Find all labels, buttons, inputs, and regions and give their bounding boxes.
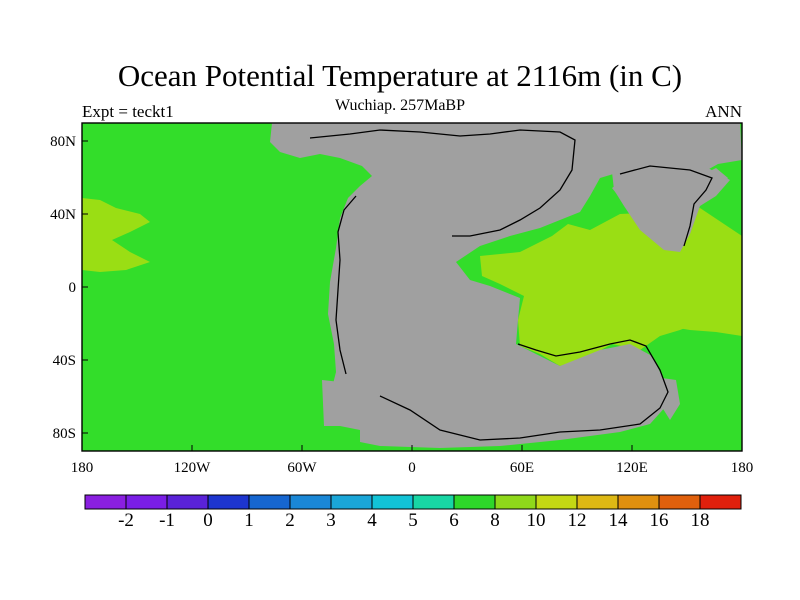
colorbar-box bbox=[248, 494, 291, 510]
colorbar-label: -2 bbox=[118, 510, 134, 531]
colorbar-label: 2 bbox=[285, 510, 295, 531]
colorbar-box bbox=[330, 494, 373, 510]
colorbar-box bbox=[371, 494, 414, 510]
colorbar-box bbox=[576, 494, 619, 510]
colorbar-box bbox=[535, 494, 578, 510]
coastline-south bbox=[379, 339, 669, 441]
pangaea-land bbox=[270, 123, 742, 448]
small-island-east bbox=[700, 168, 728, 190]
colorbar-label: 12 bbox=[568, 510, 587, 531]
chart-subtitle: Wuchiap. 257MaBP bbox=[334, 97, 465, 114]
colorbar-box bbox=[289, 494, 332, 510]
y-tick-label: 40S bbox=[53, 353, 76, 369]
season-label: ANN bbox=[705, 102, 742, 121]
experiment-label: Expt = teckt1 bbox=[82, 102, 174, 121]
southwest-land bbox=[322, 380, 344, 426]
warm-water-west-band bbox=[82, 198, 150, 272]
colorbar-label: 10 bbox=[527, 510, 546, 531]
colorbar-label: 3 bbox=[326, 510, 336, 531]
colorbar-label: 18 bbox=[691, 510, 710, 531]
colorbar-box bbox=[412, 494, 455, 510]
southeast-land bbox=[660, 378, 680, 420]
chart-title: Ocean Potential Temperature at 2116m (in… bbox=[117, 58, 683, 93]
east-continent bbox=[612, 162, 730, 252]
colorbar-box bbox=[494, 494, 537, 510]
colorbar-labels: -2 -1 0 1 2 3 4 5 6 8 10 12 14 16 18 bbox=[118, 510, 709, 531]
coastline-east bbox=[619, 165, 713, 247]
y-tick-labels: 80N 40N 0 40S 80S bbox=[50, 134, 76, 442]
colorbar-boxes bbox=[84, 494, 742, 510]
y-tick-label: 0 bbox=[69, 280, 77, 296]
colorbar-label: 14 bbox=[609, 510, 629, 531]
colorbar-box bbox=[617, 494, 660, 510]
warm-water-east-rim bbox=[664, 294, 742, 336]
colorbar-box bbox=[84, 494, 127, 510]
colorbar-box bbox=[658, 494, 701, 510]
colorbar-box bbox=[166, 494, 209, 510]
x-axis bbox=[81, 445, 743, 451]
x-tick-labels: 180 120W 60W 0 60E 120E 180 bbox=[71, 460, 754, 476]
x-tick-label: 60W bbox=[287, 460, 317, 476]
colorbar-label: 5 bbox=[408, 510, 418, 531]
map-field bbox=[82, 123, 742, 451]
x-tick-label: 180 bbox=[731, 460, 754, 476]
x-tick-label: 180 bbox=[71, 460, 94, 476]
colorbar-label: 6 bbox=[449, 510, 459, 531]
x-tick-label: 120W bbox=[174, 460, 212, 476]
colorbar-label: 4 bbox=[367, 510, 377, 531]
x-tick-label: 120E bbox=[616, 460, 648, 476]
colorbar-box bbox=[699, 494, 742, 510]
colorbar-label: 0 bbox=[203, 510, 213, 531]
y-axis bbox=[82, 140, 88, 434]
coastlines bbox=[309, 129, 713, 441]
colorbar-box bbox=[453, 494, 496, 510]
colorbar-label: 16 bbox=[650, 510, 669, 531]
colorbar-box bbox=[207, 494, 250, 510]
small-island-north bbox=[612, 180, 632, 198]
y-tick-label: 80N bbox=[50, 134, 76, 150]
colorbar-label: 8 bbox=[490, 510, 500, 531]
colorbar: -2 -1 0 1 2 3 4 5 6 8 10 12 14 16 18 bbox=[84, 494, 742, 531]
coastline-west bbox=[335, 195, 357, 375]
y-tick-label: 40N bbox=[50, 207, 76, 223]
colorbar-label: 1 bbox=[244, 510, 254, 531]
colorbar-box bbox=[125, 494, 168, 510]
x-tick-label: 0 bbox=[408, 460, 416, 476]
colorbar-label: -1 bbox=[159, 510, 175, 531]
coastline-north bbox=[309, 129, 576, 237]
x-tick-label: 60E bbox=[510, 460, 534, 476]
y-tick-label: 80S bbox=[53, 426, 76, 442]
